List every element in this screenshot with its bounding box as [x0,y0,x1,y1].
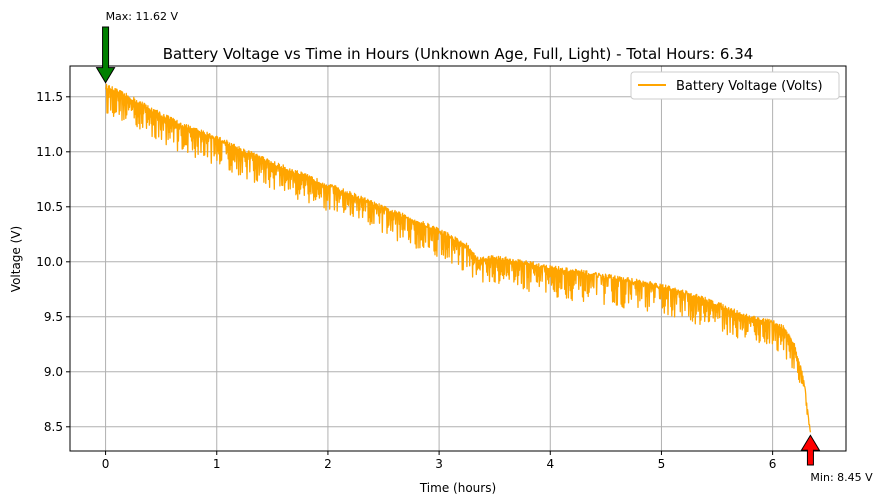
y-tick-label: 11.5 [36,90,63,104]
x-tick-label: 2 [324,457,332,471]
y-ticks: 8.5 9.0 9.5 10.0 10.5 11.0 11.5 [36,90,70,434]
voltage-series-line [104,83,812,433]
x-tick-label: 4 [546,457,554,471]
x-tick-label: 5 [658,457,666,471]
x-tick-label: 0 [102,457,110,471]
y-tick-label: 10.5 [36,200,63,214]
x-axis-label: Time (hours) [419,481,496,495]
plot-frame [69,65,847,452]
legend-label: Battery Voltage (Volts) [676,79,823,94]
chart-title: Battery Voltage vs Time in Hours (Unknow… [163,45,754,63]
max-annotation: Max: 11.62 V [106,10,179,23]
y-tick-label: 9.5 [44,310,63,324]
legend: Battery Voltage (Volts) [630,71,840,100]
y-tick-label: 10.0 [36,255,63,269]
x-tick-label: 6 [769,457,777,471]
annotations: Max: 11.62 V Min: 8.45 V [95,10,873,484]
y-axis-label: Voltage (V) [9,226,23,292]
legend-box [630,71,840,100]
max-arrow-icon [95,26,116,84]
x-tick-label: 1 [213,457,221,471]
y-tick-label: 8.5 [44,420,63,434]
series-layer [104,83,812,433]
x-tick-label: 3 [435,457,443,471]
min-annotation: Min: 8.45 V [810,471,873,484]
y-tick-label: 9.0 [44,365,63,379]
y-tick-label: 11.0 [36,145,63,159]
x-ticks: 0 1 2 3 4 5 6 [102,451,777,471]
min-arrow-icon [800,434,821,466]
